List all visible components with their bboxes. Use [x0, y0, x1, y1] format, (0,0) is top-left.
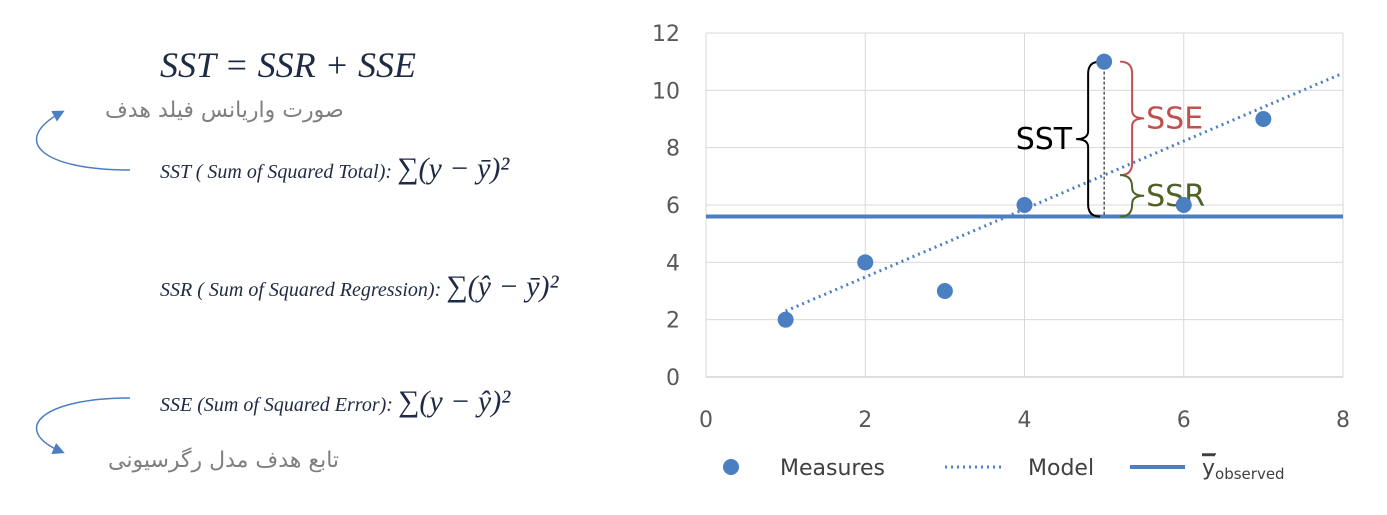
- arrow: [35, 110, 131, 171]
- point: [777, 311, 794, 328]
- brace: [1120, 60, 1145, 177]
- brace: [1120, 174, 1145, 218]
- x-tick-label: 6: [1177, 408, 1191, 433]
- point: [1175, 197, 1192, 213]
- formula: SSE (Sum of Squared Error): ∑(y − ŷ)²: [160, 385, 510, 419]
- y-tick-label: 6: [666, 194, 680, 219]
- y-tick-label: 2: [666, 309, 680, 334]
- y-tick-label: 12: [652, 22, 680, 47]
- annotation: SSE: [1146, 101, 1203, 136]
- x-tick-label: 0: [699, 408, 713, 433]
- y-tick-label: 4: [666, 251, 680, 276]
- arrows: [35, 110, 131, 455]
- brace: [1076, 60, 1101, 218]
- formula-expression: ∑(y − ŷ)²: [397, 385, 511, 418]
- note: تابع هدف مدل رگرسیونی: [108, 448, 340, 473]
- note: صورت واریانس فیلد هدف: [105, 98, 344, 123]
- y-tick-label: 0: [666, 366, 680, 391]
- formula-label: SST ( Sum of Squared Total):: [160, 161, 393, 183]
- arrow: [35, 397, 131, 455]
- legend-label-sub: observed: [1215, 465, 1285, 483]
- formula-label: SSR ( Sum of Squared Regression):: [160, 279, 442, 301]
- point: [1016, 197, 1033, 213]
- point: [1255, 111, 1272, 127]
- point: [936, 283, 953, 299]
- legend-label-main: y: [1202, 456, 1215, 481]
- y-tick-label: 10: [652, 79, 680, 104]
- point: [857, 254, 874, 271]
- x-tick-label: 8: [1336, 408, 1350, 433]
- identity: SST = SSR + SSE: [160, 45, 416, 85]
- legend-label: Model: [1028, 456, 1094, 481]
- point: [1096, 53, 1113, 70]
- model-line: [785, 71, 1344, 313]
- x-tick-label: 2: [858, 408, 872, 433]
- formula-label: SSE (Sum of Squared Error):: [160, 394, 393, 416]
- formula: SST ( Sum of Squared Total): ∑(y − ȳ)²: [160, 152, 509, 186]
- legend-label: Measures: [780, 456, 885, 481]
- legend-marker: [723, 459, 739, 475]
- formula-expression: ∑(ŷ − ȳ)²: [446, 270, 559, 303]
- legend-label: yobserved: [1202, 456, 1285, 483]
- annotation: SSR: [1146, 179, 1205, 214]
- formula: SSR ( Sum of Squared Regression): ∑(ŷ − …: [160, 270, 559, 304]
- x-tick-label: 4: [1018, 408, 1032, 433]
- formula-expression: ∑(y − ȳ)²: [397, 152, 510, 185]
- annotation: SST: [1016, 122, 1073, 157]
- y-tick-label: 8: [666, 137, 680, 162]
